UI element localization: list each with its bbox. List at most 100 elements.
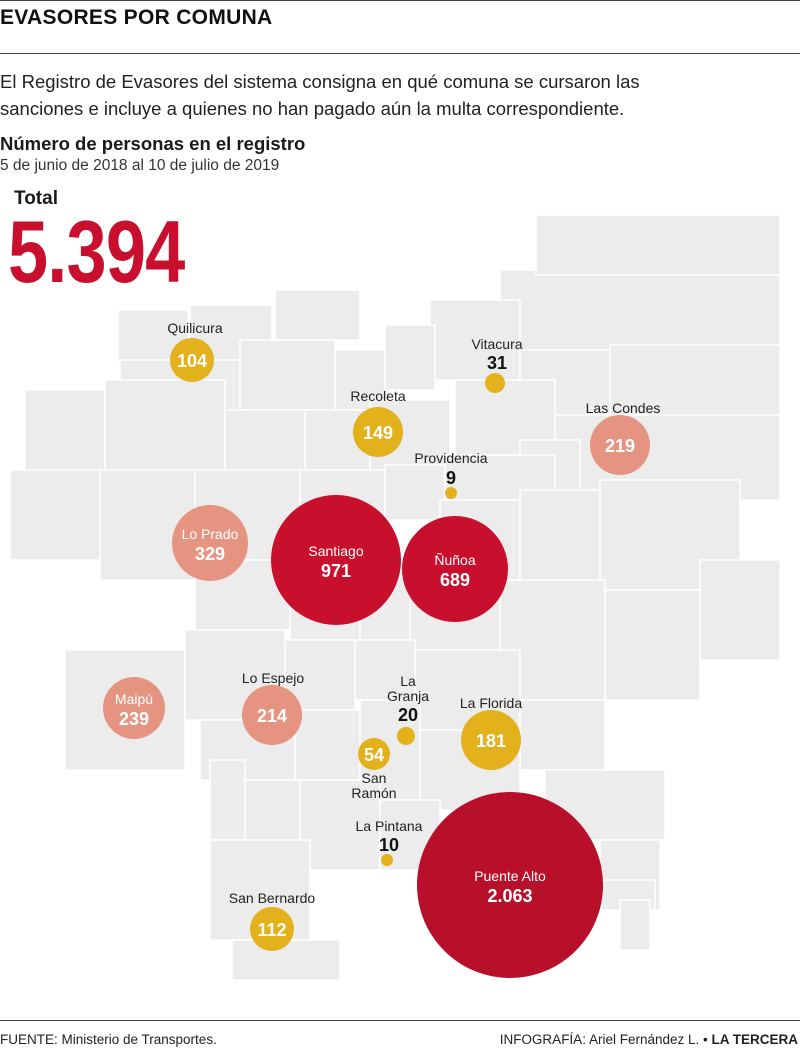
comuna-area bbox=[239, 339, 336, 411]
value-bubble bbox=[353, 407, 403, 457]
comuna-marker: Providencia 9 bbox=[414, 450, 488, 499]
comuna-value: 54 bbox=[364, 745, 384, 765]
comuna-name: Puente Alto bbox=[474, 868, 546, 884]
comuna-marker: Santiago 971 bbox=[271, 495, 401, 625]
comuna-name: Las Condes bbox=[586, 400, 661, 416]
comuna-area bbox=[231, 939, 341, 981]
comuna-value: 112 bbox=[257, 920, 286, 940]
comuna-area bbox=[429, 299, 521, 381]
comuna-name: Ñuñoa bbox=[434, 552, 475, 568]
comuna-area bbox=[619, 899, 651, 951]
value-bubble bbox=[445, 487, 457, 499]
comuna-name: Santiago bbox=[308, 543, 363, 559]
comuna-area bbox=[384, 324, 436, 391]
date-range: 5 de junio de 2018 al 10 de julio de 201… bbox=[0, 157, 280, 174]
top-rule bbox=[0, 0, 800, 1]
comuna-marker: Quilicura 104 bbox=[167, 320, 223, 382]
footer-rule bbox=[0, 1020, 800, 1021]
value-bubble bbox=[358, 738, 390, 770]
intro-text: El Registro de Evasores del sistema cons… bbox=[0, 68, 740, 122]
credit-author: INFOGRAFÍA: Ariel Fernández L. • bbox=[499, 1032, 708, 1047]
comuna-marker: Las Condes 219 bbox=[586, 400, 661, 475]
credit-note: INFOGRAFÍA: Ariel Fernández L. • LA TERC… bbox=[500, 1032, 798, 1047]
comuna-name: Recoleta bbox=[350, 388, 405, 404]
comuna-area bbox=[535, 214, 781, 276]
comuna-area bbox=[519, 489, 606, 591]
comuna-value: 239 bbox=[119, 709, 149, 729]
comuna-area bbox=[384, 464, 446, 521]
comuna-marker: Puente Alto 2.063 bbox=[417, 792, 603, 978]
intro-line: El Registro de Evasores del sistema cons… bbox=[0, 71, 640, 92]
value-bubble bbox=[417, 792, 603, 978]
comuna-area bbox=[519, 699, 606, 771]
comuna-value: 219 bbox=[605, 436, 635, 456]
comuna-marker: Lo Prado 329 bbox=[172, 505, 248, 581]
comuna-marker: Maipú 239 bbox=[103, 677, 165, 739]
value-bubble bbox=[170, 338, 214, 382]
comuna-name: La bbox=[400, 673, 416, 689]
comuna-value: 31 bbox=[487, 353, 507, 373]
comuna-marker: La Florida 181 bbox=[460, 695, 522, 770]
comuna-area bbox=[699, 559, 781, 661]
chart-heading: Número de personas en el registro bbox=[0, 133, 306, 154]
comuna-value: 329 bbox=[195, 544, 225, 564]
map-land bbox=[9, 214, 781, 981]
page-title: EVASORES POR COMUNA bbox=[0, 6, 273, 29]
value-bubble bbox=[271, 495, 401, 625]
comuna-marker: Recoleta 149 bbox=[350, 388, 406, 457]
comuna-area bbox=[354, 639, 416, 701]
comuna-area bbox=[24, 389, 106, 481]
comuna-value: 181 bbox=[476, 731, 506, 751]
comuna-area bbox=[604, 589, 701, 701]
comuna-marker: Lo Espejo 214 bbox=[242, 670, 304, 745]
comuna-area bbox=[209, 759, 246, 841]
value-bubble bbox=[103, 677, 165, 739]
comuna-name: Vitacura bbox=[471, 336, 522, 352]
comuna-area bbox=[294, 709, 361, 781]
value-bubble bbox=[485, 373, 505, 393]
comuna-value: 10 bbox=[379, 835, 399, 855]
value-bubble bbox=[461, 710, 521, 770]
comuna-name: La Pintana bbox=[356, 818, 423, 834]
value-bubble bbox=[397, 727, 415, 745]
value-bubble bbox=[250, 907, 294, 951]
comuna-value: 20 bbox=[398, 705, 418, 725]
comuna-name: La Florida bbox=[460, 695, 522, 711]
comuna-area bbox=[104, 379, 226, 481]
comuna-name: Providencia bbox=[414, 450, 487, 466]
value-bubble bbox=[402, 516, 508, 622]
comuna-name: Granja bbox=[387, 688, 429, 704]
comuna-value: 9 bbox=[446, 468, 456, 488]
total-value: 5.394 bbox=[8, 202, 185, 301]
title-rule bbox=[0, 53, 800, 54]
comuna-area bbox=[224, 409, 311, 481]
value-bubble bbox=[242, 685, 302, 745]
comuna-area bbox=[9, 469, 106, 561]
comuna-marker: Ñuñoa 689 bbox=[402, 516, 508, 622]
comuna-name: Lo Prado bbox=[182, 526, 239, 542]
intro-line: sanciones e incluye a quienes no han pag… bbox=[0, 98, 625, 119]
value-bubble bbox=[172, 505, 248, 581]
comuna-value: 971 bbox=[321, 561, 351, 581]
comuna-name: Ramón bbox=[351, 785, 396, 801]
comuna-name: San Bernardo bbox=[229, 890, 316, 906]
comuna-name: Quilicura bbox=[167, 320, 222, 336]
comuna-area bbox=[274, 289, 361, 341]
value-bubble bbox=[590, 415, 650, 475]
comuna-name: San bbox=[362, 770, 387, 786]
comuna-name: Maipú bbox=[115, 691, 153, 707]
source-note: FUENTE: Ministerio de Transportes. bbox=[0, 1032, 217, 1047]
comuna-value: 2.063 bbox=[487, 886, 532, 906]
comuna-value: 104 bbox=[177, 351, 207, 371]
comuna-value: 689 bbox=[440, 570, 470, 590]
comuna-area bbox=[499, 269, 781, 351]
credit-brand: LA TERCERA bbox=[711, 1032, 799, 1047]
value-bubble bbox=[381, 854, 393, 866]
comuna-value: 214 bbox=[257, 706, 287, 726]
